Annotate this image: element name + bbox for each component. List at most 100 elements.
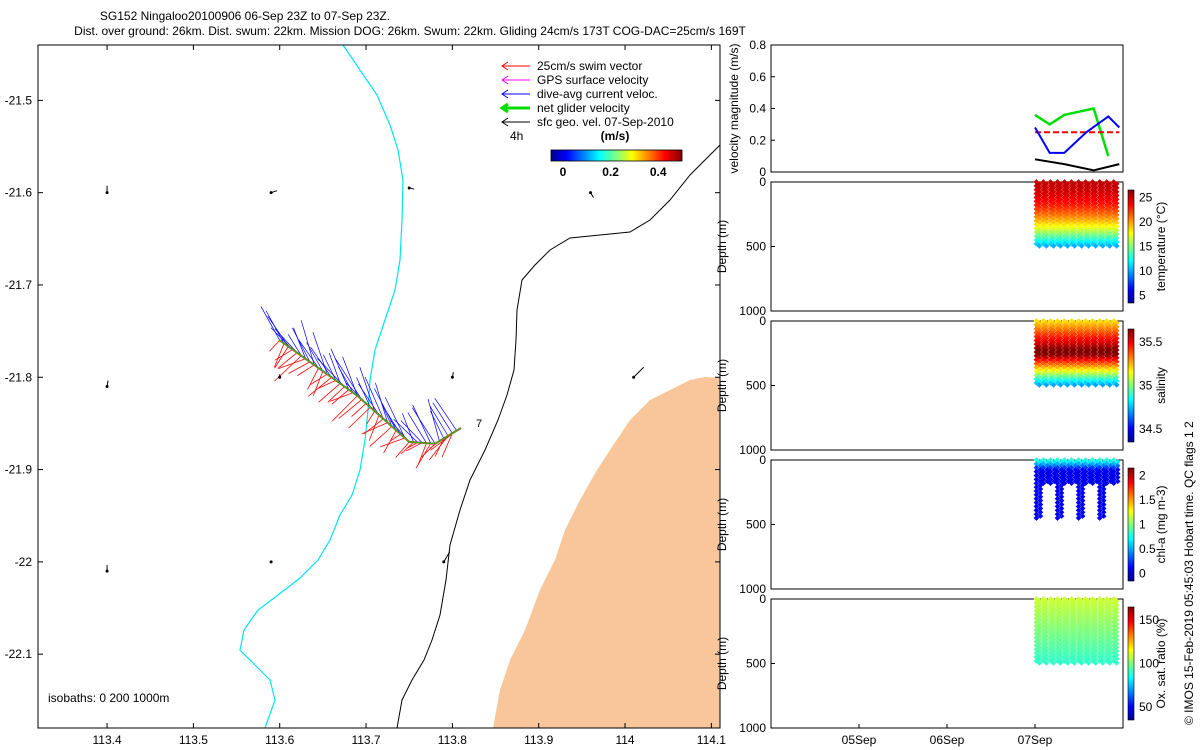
colorbar-tick-label: 25 <box>1139 190 1153 204</box>
swim-vector <box>312 370 324 396</box>
swim-vector <box>441 433 453 458</box>
colorbar-label-temp: temperature (°C) <box>1154 202 1168 292</box>
depth-tick-label: 1000 <box>739 443 766 457</box>
colorbar-tick-label: 0 <box>560 165 567 179</box>
profile-point-chl <box>1082 464 1089 471</box>
map-x-tick-label: 113.6 <box>265 733 294 747</box>
profile-point-chl <box>1047 480 1054 487</box>
profile-point-chl <box>1100 493 1107 500</box>
profile-point-chl <box>1114 462 1121 469</box>
legend-label-dac: dive-avg current veloc. <box>537 87 658 101</box>
swim-vector <box>269 340 281 352</box>
legend-label-net: net glider velocity <box>537 101 630 115</box>
colorbar-tick-label: 35.5 <box>1139 335 1163 349</box>
profile-point-chl <box>1075 495 1082 502</box>
profile-point-oxy <box>1050 660 1057 666</box>
swim-vector <box>383 430 397 454</box>
swim-vector <box>278 358 306 369</box>
dac-vector <box>381 402 393 427</box>
geostrophic-vector-base <box>269 191 273 195</box>
profile-point-chl <box>1075 499 1082 506</box>
profile-point-oxy <box>1106 660 1113 666</box>
profile-point-chl <box>1054 461 1061 467</box>
profile-point-chl <box>1054 468 1061 475</box>
legend-arrowhead-swim <box>501 61 509 71</box>
profile-point-chl <box>1110 457 1117 463</box>
profile-point-chl <box>1058 501 1065 508</box>
profile-point-chl <box>1037 501 1044 508</box>
profile-point-chl <box>1089 480 1096 487</box>
map-x-tick-label: 113.5 <box>179 733 208 747</box>
colorbar-oxy <box>1127 606 1135 721</box>
isobath-200m <box>396 144 720 728</box>
profile-point-temp <box>1106 243 1113 249</box>
profile-point-chl <box>1082 472 1089 479</box>
profile-point-chl <box>1054 480 1061 487</box>
profile-point-chl <box>1096 495 1103 502</box>
profile-point-chl <box>1037 513 1044 519</box>
colorbar-tick-label: 10 <box>1139 264 1153 278</box>
profile-point-chl <box>1054 488 1061 494</box>
profile-point-chl <box>1079 490 1086 496</box>
depth-tick-label: 500 <box>746 240 766 254</box>
profile-point-chl <box>1054 457 1061 463</box>
profile-point-chl <box>1040 461 1047 467</box>
dac-vector <box>432 402 453 434</box>
map-x-tick-label: 114 <box>615 733 634 747</box>
geostrophic-vector <box>443 551 451 563</box>
profile-point-chl <box>1033 461 1040 467</box>
colorbar-tick-label: 0 <box>1139 567 1146 581</box>
depth-ylabel: Depth (m) <box>715 220 729 273</box>
isobath-note: isobaths: 0 200 1000m <box>48 691 169 705</box>
dac-vector <box>358 383 380 416</box>
profile-point-sal <box>1078 382 1085 388</box>
profile-point-chl <box>1096 488 1103 494</box>
profile-point-temp <box>1085 243 1092 249</box>
profile-point-chl <box>1096 472 1103 479</box>
profile-point-chl <box>1075 476 1082 483</box>
profile-point-chl <box>1033 491 1040 498</box>
depth-ylabel: Depth (m) <box>715 498 729 551</box>
profile-point-chl <box>1061 464 1068 471</box>
profile-point-chl <box>1089 457 1096 463</box>
profile-point-chl <box>1047 461 1054 467</box>
profile-point-temp <box>1092 243 1099 249</box>
profile-point-chl <box>1047 476 1054 483</box>
colorbar-tick-label: 15 <box>1139 240 1153 254</box>
depth-tick-label: 500 <box>746 518 766 532</box>
dac-vector <box>411 407 436 444</box>
depth-ylabel: Depth (m) <box>715 359 729 412</box>
legend-arrowhead-gps <box>501 75 509 85</box>
map-y-tick-label: -21.6 <box>5 186 33 200</box>
profile-point-chl <box>1033 507 1040 514</box>
profile-point-oxy <box>1071 660 1078 666</box>
legend-label-gps: GPS surface velocity <box>537 73 648 87</box>
profile-point-chl <box>1068 468 1075 475</box>
geostrophic-vector-base <box>278 375 282 379</box>
profile-point-temp <box>1113 243 1120 249</box>
profile-point-chl <box>1075 488 1082 494</box>
profile-point-chl <box>1075 468 1082 475</box>
velocity-y-tick-label: 0 <box>759 165 766 179</box>
swim-vector <box>318 379 337 389</box>
profile-point-chl <box>1033 472 1040 479</box>
swim-vector <box>369 426 393 447</box>
swim-vector <box>406 442 419 449</box>
profile-point-chl <box>1089 472 1096 479</box>
speed-colorbar-ticks: 0 0.2 0.4 <box>560 165 667 179</box>
profile-point-sal <box>1085 382 1092 388</box>
profile-point-chl <box>1079 509 1086 516</box>
profile-point-chl <box>1114 459 1121 465</box>
dac-vector <box>260 306 281 341</box>
profile-point-sal <box>1113 382 1120 388</box>
colorbar-tick-label: 150 <box>1139 613 1159 627</box>
swim-vector <box>368 414 380 441</box>
velocity-ylabel: velocity magnitude (m/s) <box>727 43 741 173</box>
profile-point-chl <box>1110 464 1117 471</box>
dac-vector <box>429 406 449 437</box>
profile-point-chl <box>1047 468 1054 475</box>
colorbar-tick-label: 0.4 <box>650 165 667 179</box>
legend-label-geo: sfc geo. vel. 07-Sep-2010 <box>537 115 674 129</box>
